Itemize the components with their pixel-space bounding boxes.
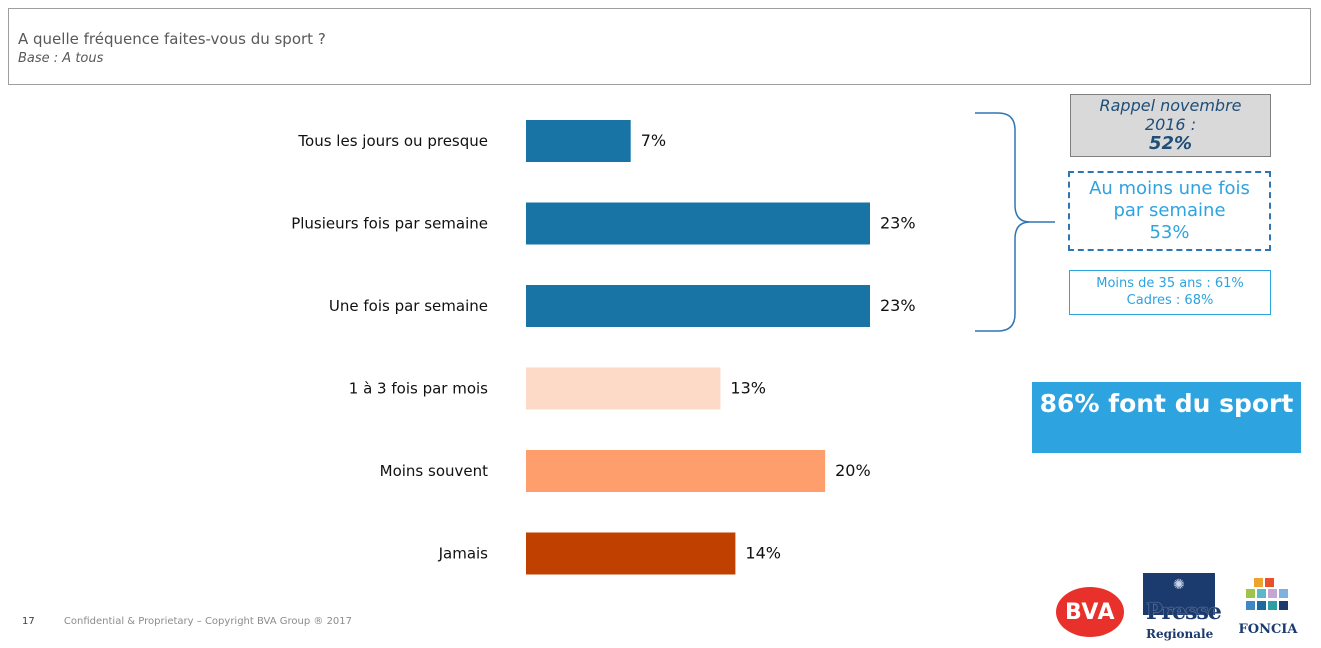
weekly-summary-box: Au moins une fois par semaine 53% — [1068, 171, 1271, 251]
bar-3 — [526, 367, 721, 410]
star-icon: ✺ — [1173, 577, 1185, 593]
foncia-logo-word: FONCIA — [1238, 622, 1298, 637]
bar-4 — [526, 450, 826, 492]
foncia-logo: FONCIA — [1232, 575, 1304, 640]
question-base: Base : A tous — [18, 51, 104, 66]
rappel-value: 52% — [1148, 133, 1193, 154]
value-label-2: 23% — [880, 296, 916, 315]
bar-0 — [526, 120, 631, 162]
category-label-4: Moins souvent — [380, 462, 488, 480]
value-label-5: 14% — [745, 544, 781, 563]
foncia-house-icon — [1246, 578, 1288, 610]
subgroups-box: Moins de 35 ans : 61% Cadres : 68% — [1069, 270, 1271, 315]
rappel-label: Rappel novembre 2016 : — [1099, 96, 1242, 134]
bar-2 — [526, 285, 870, 327]
question-header: A quelle fréquence faites-vous du sport … — [8, 8, 1311, 85]
bva-logo: BVA — [1056, 587, 1124, 637]
presse-logo-word2: Regionale — [1146, 627, 1214, 641]
subgroup-under-35: Moins de 35 ans : 61% — [1096, 276, 1244, 291]
value-label-3: 13% — [730, 379, 766, 398]
weekly-value: 53% — [1149, 222, 1190, 243]
rappel-box: Rappel novembre 2016 : 52% — [1070, 94, 1271, 157]
presse-regionale-logo: ✺ Presse Regionale — [1143, 573, 1222, 643]
category-label-5: Jamais — [438, 545, 489, 563]
value-label-0: 7% — [641, 131, 666, 150]
question-title: A quelle fréquence faites-vous du sport … — [18, 30, 326, 48]
bar-1 — [526, 202, 870, 245]
page-number: 17 — [22, 616, 35, 627]
presse-logo-square — [1143, 573, 1215, 615]
copyright-text: Confidential & Proprietary – Copyright B… — [63, 616, 353, 627]
value-label-1: 23% — [880, 214, 916, 233]
value-label-4: 20% — [835, 461, 871, 480]
bar-5 — [526, 532, 736, 575]
category-label-1: Plusieurs fois par semaine — [291, 215, 488, 233]
presse-logo-word1: Presse — [1146, 599, 1222, 625]
weekly-label: Au moins une fois par semaine — [1089, 178, 1250, 221]
total-sport-callout: 86% font du sport — [1032, 382, 1301, 453]
subgroup-cadres: Cadres : 68% — [1126, 293, 1214, 308]
category-label-3: 1 à 3 fois par mois — [349, 380, 488, 398]
weekly-brace — [975, 112, 1055, 332]
category-label-2: Une fois par semaine — [329, 297, 488, 315]
footer: 17 Confidential & Proprietary – Copyrigh… — [22, 616, 352, 627]
category-label-0: Tous les jours ou presque — [297, 132, 488, 150]
